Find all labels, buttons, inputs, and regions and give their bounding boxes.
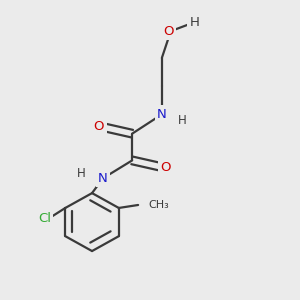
- Text: O: O: [160, 161, 171, 174]
- Text: N: N: [157, 108, 167, 121]
- Text: H: H: [178, 114, 187, 127]
- Text: H: H: [190, 16, 200, 29]
- Text: Cl: Cl: [38, 212, 51, 225]
- Text: O: O: [163, 25, 174, 38]
- Text: H: H: [77, 167, 85, 180]
- Text: O: O: [94, 120, 104, 133]
- Text: N: N: [98, 172, 108, 185]
- Text: CH₃: CH₃: [148, 200, 169, 210]
